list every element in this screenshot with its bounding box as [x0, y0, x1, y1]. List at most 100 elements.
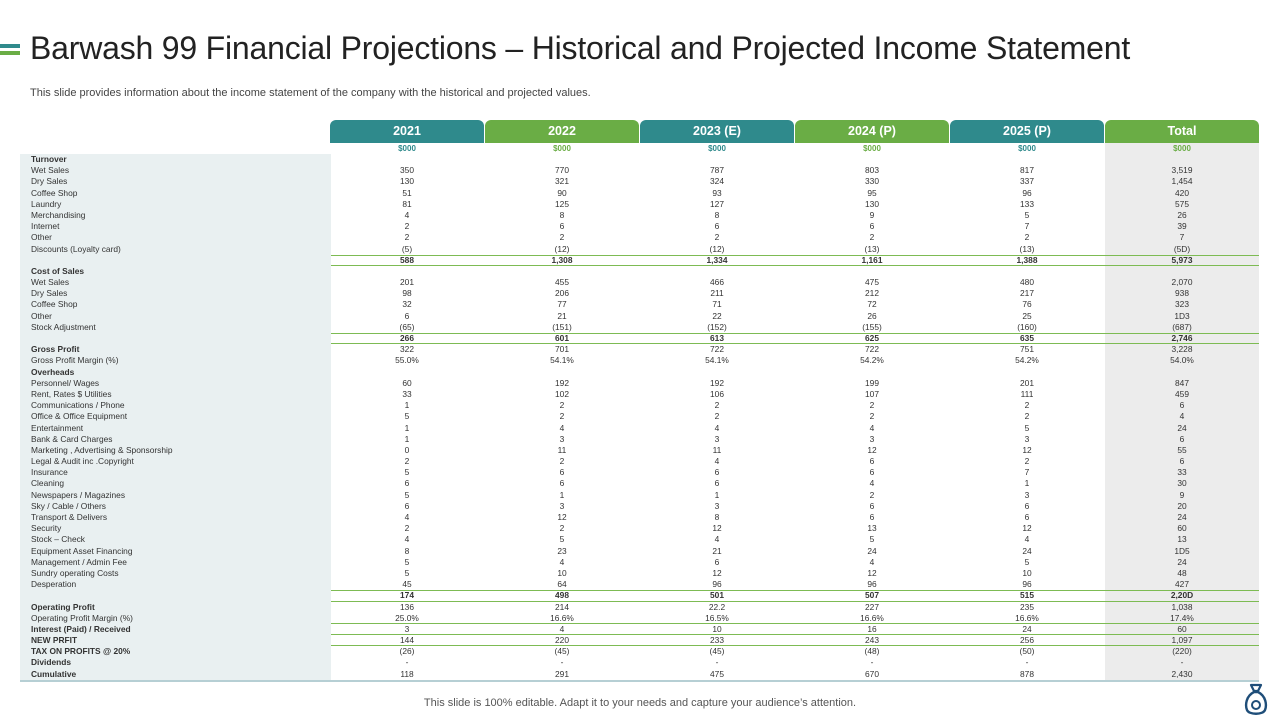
- cell-4: (160): [1017, 321, 1037, 332]
- row-label: Turnover: [31, 154, 67, 164]
- cell-5: 1D5: [1174, 545, 1190, 556]
- cell-0: 45: [402, 579, 412, 590]
- cell-5: 420: [1175, 187, 1189, 198]
- cell-0: 4: [404, 534, 410, 545]
- cell-1: 77: [557, 299, 567, 310]
- row-label: Management / Admin Fee: [31, 556, 127, 567]
- row-label: Discounts (Loyalty card): [31, 243, 121, 254]
- cell-4: 10: [1022, 567, 1032, 578]
- table-row: Operating Profit 136 214 22.2 227 235 1,038: [20, 602, 1259, 613]
- cell-1: 4: [559, 556, 565, 567]
- row-label: Communications / Phone: [31, 400, 125, 411]
- table-row: Gross Profit Margin (%) 55.0% 54.1% 54.1% 54…: [20, 355, 1259, 366]
- cell-5: 2,746: [1171, 333, 1193, 343]
- cell-0: 174: [400, 590, 414, 601]
- row-label: Equipment Asset Financing: [31, 545, 133, 556]
- cell-3: 6: [869, 500, 875, 511]
- table-row: Dry Sales 98 206 211 212 217 938: [20, 288, 1259, 299]
- table-row: Gross Profit 322 701 722 722 751 3,228: [20, 344, 1259, 355]
- row-label: Marketing , Advertising & Sponsorship: [31, 444, 173, 455]
- cell-2: 6: [714, 556, 720, 567]
- cell-5: (687): [1172, 321, 1192, 332]
- column-unit-0: $000: [398, 144, 416, 153]
- table-row: Stock Adjustment (65) (151) (152) (155) (160)…: [20, 322, 1259, 333]
- cell-0: 1: [404, 422, 410, 433]
- cell-1: 2: [559, 411, 565, 422]
- cell-1: 10: [557, 567, 567, 578]
- cell-1: 220: [555, 635, 569, 646]
- cell-0: 4: [404, 209, 410, 220]
- cell-3: -: [870, 657, 874, 668]
- table-row: Office & Office Equipment 5 2 2 2 2 4: [20, 411, 1259, 422]
- cell-2: 6: [714, 467, 720, 478]
- cell-1: 291: [555, 668, 569, 679]
- cell-5: 1,038: [1171, 601, 1193, 612]
- row-label: Merchandising: [31, 209, 86, 220]
- cell-2: 22: [712, 310, 722, 321]
- cell-5: 5,973: [1171, 254, 1193, 265]
- table-row: Operating Profit Margin (%) 25.0% 16.6% 16.…: [20, 612, 1259, 625]
- cell-2: -: [715, 657, 719, 668]
- row-label: Overheads: [31, 366, 75, 377]
- cell-0: 201: [400, 277, 414, 288]
- row-label: Operating Profit Margin (%): [31, 612, 133, 623]
- row-label: Stock Adjustment: [31, 321, 96, 332]
- table-row: Coffee Shop 32 77 71 72 76 323: [20, 299, 1259, 310]
- row-label: Sundry operating Costs: [31, 567, 119, 578]
- cell-4: 3: [1024, 489, 1030, 500]
- cell-1: 1,308: [551, 254, 573, 265]
- table-row: Discounts (Loyalty card) (5) (12) (12) (13) (…: [20, 244, 1259, 255]
- table-row: Wet Sales 350 770 787 803 817 3,519: [20, 165, 1259, 176]
- row-label: Dry Sales: [31, 176, 68, 187]
- cell-0: 3: [404, 623, 410, 634]
- cell-4: -: [1025, 657, 1029, 668]
- cell-0: 1: [404, 433, 410, 444]
- cell-1: 8: [559, 209, 565, 220]
- row-label: Security: [31, 523, 62, 534]
- row-label: Coffee Shop: [31, 299, 78, 310]
- table-row: Bank & Card Charges 1 3 3 3 3 6: [20, 434, 1259, 445]
- cell-5: 6: [1179, 400, 1185, 411]
- cell-3: 475: [865, 277, 879, 288]
- cell-4: 7: [1024, 221, 1030, 232]
- cell-3: 16.6%: [860, 612, 884, 623]
- cell-4: 3: [1024, 433, 1030, 444]
- table-row: Other 2 2 2 2 2 7: [20, 232, 1259, 243]
- row-label: Internet: [31, 221, 60, 232]
- cell-0: 5: [404, 411, 410, 422]
- table-row: Rent, Rates $ Utilities 33 102 106 107 111 459: [20, 389, 1259, 400]
- cell-5: 938: [1175, 288, 1189, 299]
- cell-4: 7: [1024, 467, 1030, 478]
- row-label: Personnel/ Wages: [31, 377, 100, 388]
- cell-3: (155): [862, 321, 882, 332]
- row-label: Desperation: [31, 579, 77, 590]
- cell-2: (152): [707, 321, 727, 332]
- cell-1: 2: [559, 400, 565, 411]
- cell-1: (12): [554, 243, 570, 254]
- cell-0: 2: [404, 221, 410, 232]
- cell-5: 24: [1177, 422, 1187, 433]
- cell-4: 2: [1024, 411, 1030, 422]
- cell-2: 96: [712, 579, 722, 590]
- cell-2: 4: [714, 422, 720, 433]
- subtotal-row: 266 601 613 625 635 2,746: [20, 333, 1259, 345]
- cell-2: 16.5%: [705, 612, 729, 623]
- table-row: Personnel/ Wages 60 192 192 199 201 847: [20, 378, 1259, 389]
- cell-1: 321: [555, 176, 569, 187]
- cell-0: 2: [404, 523, 410, 534]
- cell-1: 4: [559, 422, 565, 433]
- table-row: Coffee Shop 51 90 93 95 96 420: [20, 188, 1259, 199]
- row-label: Dividends: [31, 657, 72, 668]
- row-label: Coffee Shop: [31, 187, 78, 198]
- cell-2: 2: [714, 400, 720, 411]
- cell-3: 24: [867, 545, 877, 556]
- cell-1: 16.6%: [550, 612, 574, 623]
- cell-1: 23: [557, 545, 567, 556]
- cell-3: 625: [865, 333, 879, 343]
- table-row: Dry Sales 130 321 324 330 337 1,454: [20, 176, 1259, 187]
- cell-0: 33: [402, 388, 412, 399]
- cell-3: 107: [865, 388, 879, 399]
- cell-4: 25: [1022, 310, 1032, 321]
- cell-2: 4: [714, 456, 720, 467]
- table-row: Insurance 5 6 6 6 7 33: [20, 467, 1259, 478]
